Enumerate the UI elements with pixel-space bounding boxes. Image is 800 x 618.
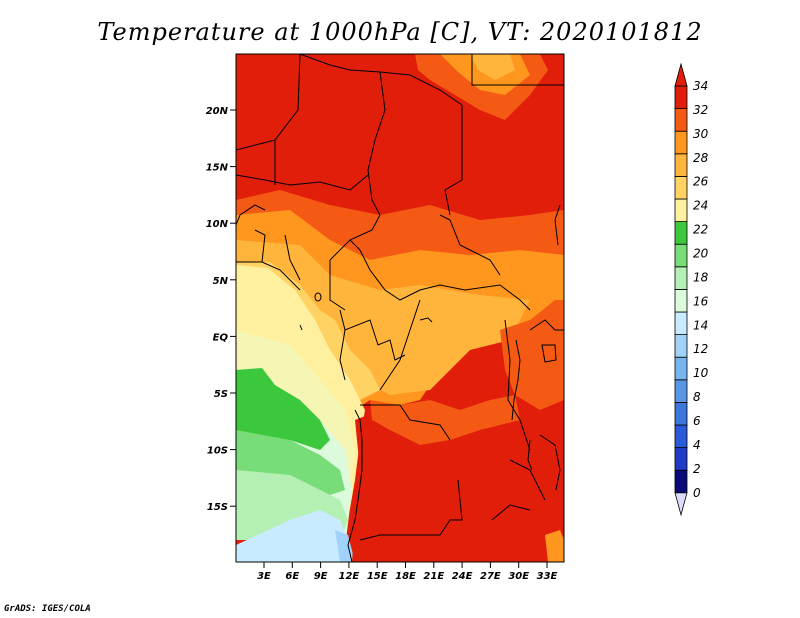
colorbar-box (674, 85, 688, 110)
region-se-orange (545, 530, 564, 562)
map-frame (235, 53, 565, 563)
map-title: Temperature at 1000hPa [C], VT: 20201018… (97, 18, 703, 46)
lake-outline (314, 292, 322, 302)
country-borders (236, 54, 564, 562)
lon-tick-label: 30E (508, 571, 529, 582)
colorbar-label: 2 (693, 462, 701, 476)
lon-tick-label: 18E (395, 571, 416, 582)
region-green (236, 368, 330, 450)
lake-malawi (527, 439, 533, 471)
lat-tick-label: 10S (207, 446, 228, 457)
colorbar-label: 28 (693, 151, 709, 165)
colorbar-box (674, 266, 688, 290)
colorbar-label: 14 (693, 318, 708, 332)
colorbar-label: 18 (693, 270, 709, 284)
latitude-axis: 20N 15N 10N 5N EQ 5S 10S 15S (206, 106, 236, 513)
colorbar-box (674, 108, 688, 132)
colorbar-label: 6 (693, 414, 701, 428)
lon-tick-label: 15E (367, 571, 388, 582)
lat-tick-label: 10N (206, 219, 229, 230)
colorbar-box (674, 469, 688, 494)
lon-tick-label: 12E (339, 571, 360, 582)
colorbar-label: 20 (693, 247, 709, 261)
colorbar-box (674, 175, 688, 200)
lon-tick-label: 21E (423, 571, 444, 582)
region-south-red-orange (370, 395, 520, 445)
region-pale-blue (236, 510, 352, 562)
lake-outline-3 (299, 324, 303, 331)
lon-tick-label: 9E (314, 571, 328, 582)
temperature-field (236, 54, 564, 562)
colorbar-box (674, 153, 688, 177)
colorbar-box (674, 311, 688, 336)
colorbar-label: 12 (693, 342, 708, 356)
colorbar-under-triangle (674, 492, 688, 517)
colorbar-box (674, 198, 688, 223)
colorbar-label: 30 (693, 127, 709, 141)
colorbar-box (674, 424, 688, 449)
colorbar-label: 34 (693, 79, 708, 93)
lake-outline-2 (419, 317, 433, 323)
colorbar-label: 16 (693, 294, 709, 308)
lat-tick-label: 5N (213, 276, 229, 287)
lon-tick-label: 33E (537, 571, 558, 582)
colorbar-box (674, 447, 688, 471)
lat-tick-label: EQ (213, 332, 229, 343)
lakes (299, 292, 557, 471)
longitude-axis: 3E 6E 9E 12E 15E 18E 21E 24E 27E 30E 33E (257, 562, 558, 582)
colorbar-label: 4 (693, 438, 701, 452)
colorbar-box (674, 130, 688, 155)
lake-tanganyika (511, 339, 521, 421)
colorbar-label: 26 (693, 175, 709, 189)
lon-tick-label: 6E (285, 571, 299, 582)
lon-tick-label: 24E (452, 571, 473, 582)
lat-tick-label: 15N (206, 163, 229, 174)
colorbar-box (674, 356, 688, 381)
region-east-warm (500, 300, 564, 410)
lake-victoria (541, 344, 557, 363)
colorbar-box (674, 334, 688, 358)
colorbar-box (674, 379, 688, 403)
colorbar-over-triangle (674, 62, 688, 87)
lat-tick-label: 15S (207, 502, 228, 513)
colorbar-label: 22 (693, 223, 708, 237)
colorbar-label: 8 (693, 390, 701, 404)
colorbar-box (674, 221, 688, 245)
lon-tick-label: 3E (257, 571, 271, 582)
colorbar-box (674, 288, 688, 313)
colorbar-box (674, 243, 688, 268)
colorbar-label: 0 (693, 486, 701, 500)
colorbar-label: 24 (693, 199, 708, 213)
footer-credit: GrADS: IGES/COLA (4, 604, 91, 614)
lat-tick-label: 5S (214, 389, 228, 400)
region-ne-light-orange (470, 54, 515, 80)
colorbar-box (674, 401, 688, 426)
colorbar-label: 32 (693, 103, 708, 117)
colorbar-label: 10 (693, 366, 709, 380)
lon-tick-label: 27E (480, 571, 501, 582)
lat-tick-label: 20N (206, 106, 229, 117)
